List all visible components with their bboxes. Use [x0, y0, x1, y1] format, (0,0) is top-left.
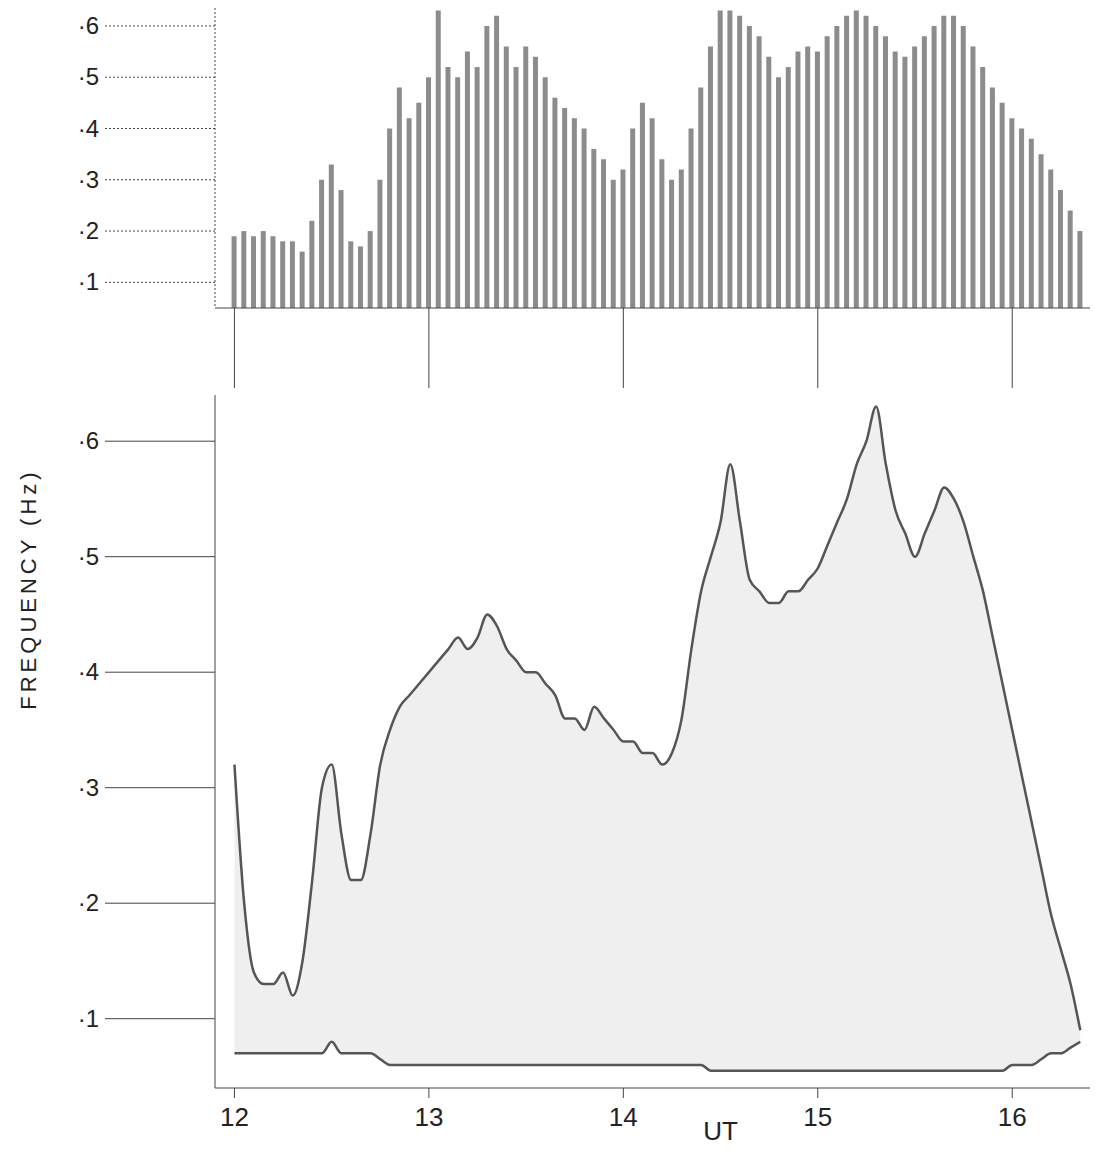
svg-text:12: 12	[220, 1102, 249, 1132]
svg-text:·6: ·6	[78, 427, 99, 454]
svg-text:·1: ·1	[78, 1005, 99, 1032]
svg-text:14: 14	[609, 1102, 638, 1132]
svg-text:·1: ·1	[78, 268, 99, 295]
svg-text:FREQUENCY (Hz): FREQUENCY (Hz)	[16, 468, 41, 709]
svg-text:13: 13	[414, 1102, 443, 1132]
svg-text:16: 16	[998, 1102, 1027, 1132]
svg-text:·5: ·5	[78, 63, 99, 90]
svg-text:·5: ·5	[78, 543, 99, 570]
svg-text:·3: ·3	[78, 774, 99, 801]
svg-text:·2: ·2	[78, 217, 99, 244]
svg-text:·4: ·4	[78, 115, 99, 142]
svg-text:·4: ·4	[78, 658, 99, 685]
svg-text:·3: ·3	[78, 166, 99, 193]
svg-text:UT: UT	[703, 1116, 738, 1146]
svg-text:15: 15	[803, 1102, 832, 1132]
svg-text:·2: ·2	[78, 889, 99, 916]
svg-text:·6: ·6	[78, 12, 99, 39]
